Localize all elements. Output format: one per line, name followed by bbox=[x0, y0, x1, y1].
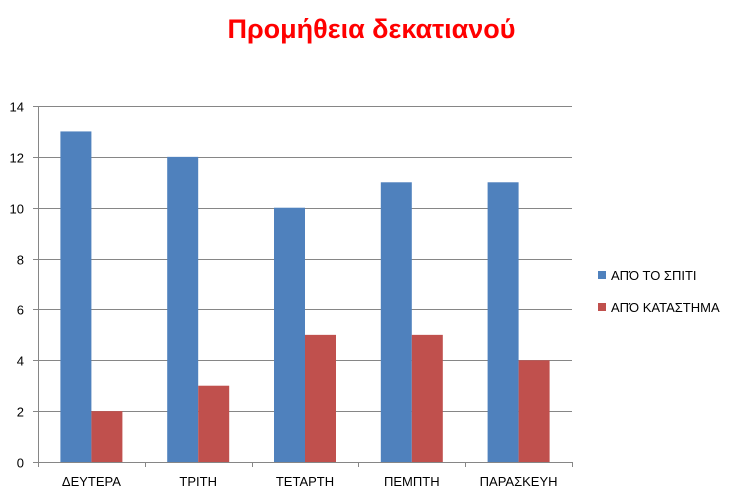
legend-label: ΑΠΌ ΚΑΤΑΣΤΗΜΑ bbox=[611, 300, 720, 315]
bar-home-3 bbox=[274, 207, 305, 462]
bar-home-5 bbox=[487, 182, 519, 463]
y-tick-label: 8 bbox=[17, 253, 24, 268]
x-tick-label: ΔΕΥΤΕΡΑ bbox=[62, 474, 121, 489]
bar-store-5 bbox=[518, 360, 550, 462]
x-tick-label: ΠΕΜΠΤΗ bbox=[384, 474, 440, 489]
y-tick-label: 4 bbox=[17, 354, 24, 369]
y-tick-label: 2 bbox=[17, 405, 24, 420]
chart-title: Προμήθεια δεκατιανού bbox=[227, 14, 516, 44]
bar-home-4 bbox=[380, 182, 412, 463]
bar-store-2 bbox=[198, 385, 230, 462]
legend-swatch bbox=[598, 271, 606, 279]
x-tick-label: ΠΑΡΑΣΚΕΥΗ bbox=[480, 474, 558, 489]
y-tick-label: 10 bbox=[10, 202, 24, 217]
y-tick-label: 12 bbox=[10, 151, 24, 166]
y-tick-label: 6 bbox=[17, 303, 24, 318]
bar-home-1 bbox=[60, 131, 92, 462]
y-tick-label: 14 bbox=[10, 100, 24, 115]
legend-label: ΑΠΌ ΤΟ ΣΠΙΤΙ bbox=[611, 268, 697, 283]
y-tick-label: 0 bbox=[17, 456, 24, 471]
bar-store-3 bbox=[305, 334, 336, 462]
x-tick-label: ΤΕΤΑΡΤΗ bbox=[276, 474, 334, 489]
legend-swatch bbox=[598, 303, 606, 311]
bar-store-4 bbox=[411, 334, 443, 462]
x-tick-label: ΤΡΙΤΗ bbox=[179, 474, 217, 489]
bar-home-2 bbox=[167, 156, 199, 462]
bar-store-1 bbox=[91, 411, 123, 462]
